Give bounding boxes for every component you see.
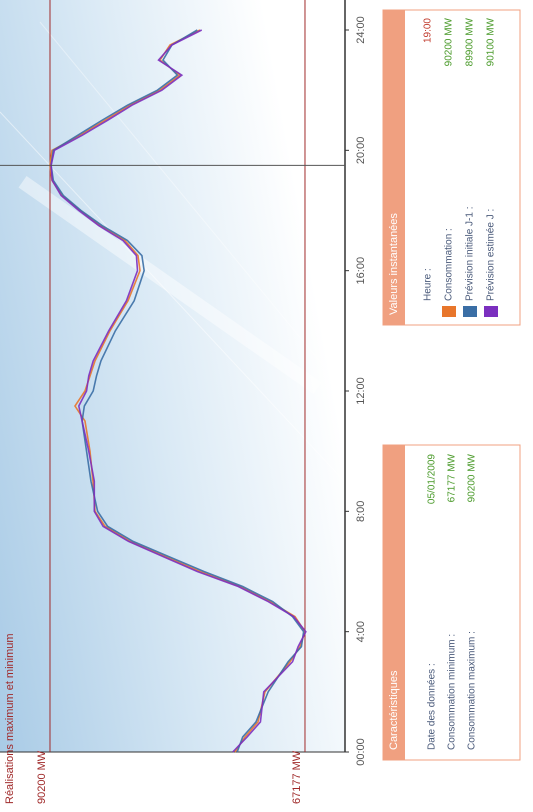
panel-title: Caractéristiques: [388, 670, 400, 750]
panel-label: Prévision initiale J-1 :: [465, 207, 476, 301]
x-tick-label: 00:00: [355, 738, 367, 766]
reference-label: 67177 MW: [291, 750, 303, 804]
panel-value: 90200 MW: [467, 453, 478, 502]
panel-value: 90200 MW: [444, 17, 455, 66]
panel-label: Date des données :: [427, 663, 438, 750]
reference-label: 90200 MW: [36, 750, 48, 804]
chart-title: Réalisations maximum et minimum: [4, 633, 16, 804]
legend-swatch: [484, 306, 498, 317]
screenshot: Réalisations maximum et minimum Caractér…: [0, 0, 533, 812]
panel-value: 19:00: [423, 18, 434, 43]
panel-label: Consommation minimum :: [447, 634, 458, 750]
legend-swatch: [442, 306, 456, 317]
x-tick-label: 4:00: [355, 621, 367, 642]
x-tick-label: 20:00: [355, 137, 367, 165]
x-tick-label: 24:00: [355, 16, 367, 44]
panel-label: Prévision estimée J :: [486, 209, 497, 301]
panel-label: Consommation :: [444, 228, 455, 301]
x-tick-label: 8:00: [355, 501, 367, 522]
chart: Réalisations maximum et minimum Caractér…: [0, 0, 533, 812]
x-tick-label: 12:00: [355, 377, 367, 405]
panel-label: Heure :: [423, 268, 434, 301]
panel-value: 90100 MW: [486, 17, 497, 66]
panel-title: Valeurs instantanées: [388, 213, 400, 315]
rotated-view: Réalisations maximum et minimum Caractér…: [0, 0, 533, 812]
legend-swatch: [463, 306, 477, 317]
panel-label: Consommation maximum :: [467, 631, 478, 750]
x-tick-label: 16:00: [355, 257, 367, 285]
panel-value: 67177 MW: [447, 453, 458, 502]
panel-value: 89900 MW: [465, 17, 476, 66]
panel-value: 05/01/2009: [427, 454, 438, 504]
